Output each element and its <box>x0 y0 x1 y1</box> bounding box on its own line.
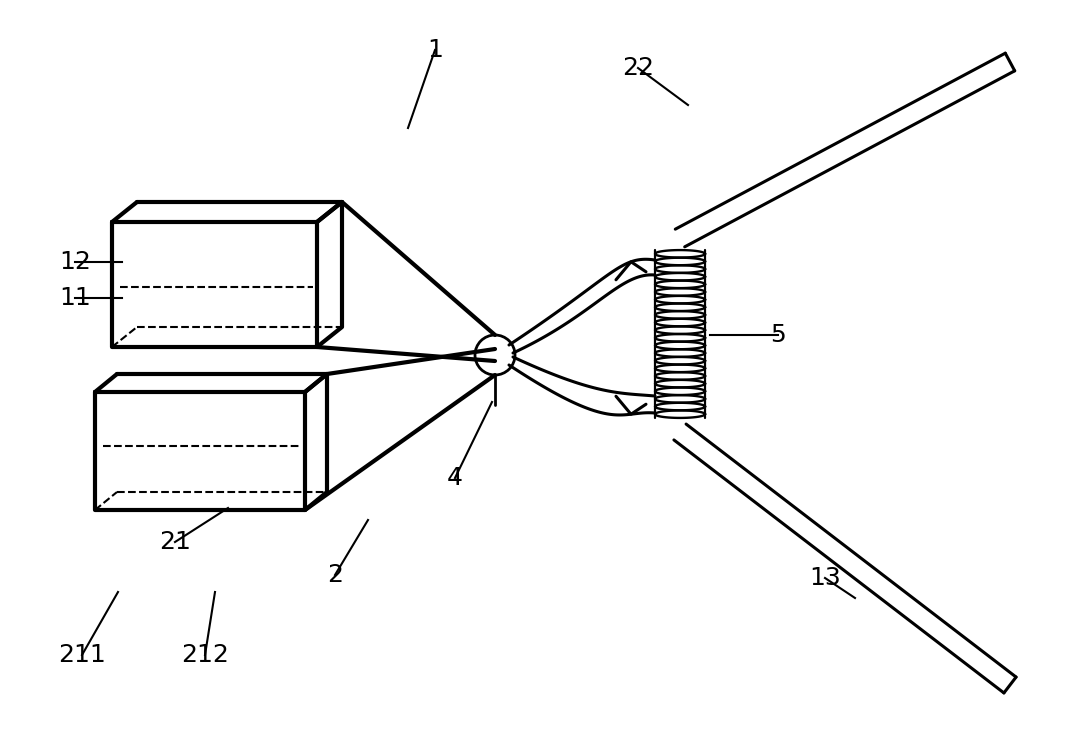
Text: 4: 4 <box>447 466 463 490</box>
Text: 1: 1 <box>427 38 443 62</box>
Text: 2: 2 <box>327 563 343 587</box>
Text: 11: 11 <box>60 286 91 310</box>
Text: 22: 22 <box>622 56 654 80</box>
Text: 212: 212 <box>181 643 229 667</box>
Text: 5: 5 <box>770 323 786 347</box>
Text: 13: 13 <box>809 566 841 590</box>
Text: 21: 21 <box>159 530 191 554</box>
Text: 12: 12 <box>59 250 91 274</box>
Text: 211: 211 <box>59 643 105 667</box>
